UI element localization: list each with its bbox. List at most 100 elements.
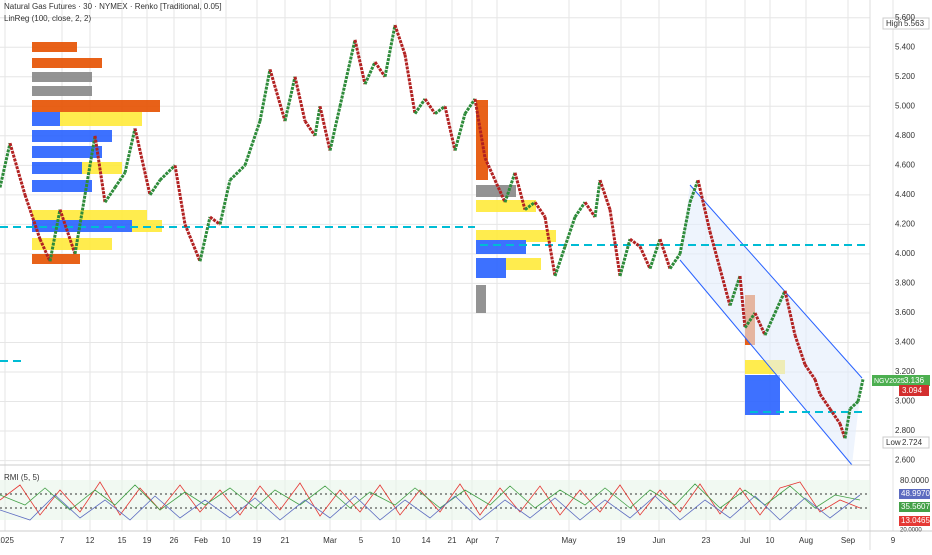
y-tick-label: 3.200: [895, 367, 916, 376]
vp-bar: [476, 230, 556, 242]
renko-run: [793, 334, 807, 366]
y-tick-label: 5.000: [895, 101, 916, 110]
renko-run: [503, 172, 517, 203]
rmi-line: [0, 494, 861, 521]
x-tick-label: Jul: [740, 536, 750, 545]
channel-fill: [680, 185, 862, 465]
renko-run: [353, 39, 367, 85]
renko-run: [103, 186, 117, 204]
symbol-label: NGV2025: [874, 378, 905, 385]
renko-run: [483, 157, 497, 181]
indicator-label: LinReg (100, close, 2, 2): [4, 14, 91, 23]
vp-bar: [745, 375, 780, 415]
rmi-line: [0, 483, 861, 511]
renko-run: [218, 179, 232, 225]
vp-bar: [32, 100, 160, 112]
renko-run: [73, 194, 87, 255]
y-tick-label: 2.800: [895, 426, 916, 435]
symbol-tag: [872, 375, 930, 386]
vp-bar: [476, 240, 526, 254]
renko-run: [773, 290, 787, 314]
x-tick-label: 9: [891, 536, 896, 545]
renko-run: [813, 378, 822, 395]
y-tick-label: 4.800: [895, 131, 916, 140]
renko-run: [383, 24, 397, 78]
renko-run: [38, 238, 52, 262]
renko-run: [0, 142, 12, 188]
renko-run: [93, 135, 107, 203]
vp-bar: [32, 58, 102, 68]
y-tick-label: 4.600: [895, 160, 916, 169]
renko-run: [608, 209, 622, 277]
renko-run: [828, 408, 842, 425]
vp-bar: [60, 112, 142, 126]
x-tick-label: 23: [702, 536, 711, 545]
renko-run: [533, 201, 547, 218]
vp-bar: [476, 200, 536, 212]
renko-run: [258, 69, 272, 122]
rmi-level-label: 80.0000: [900, 476, 929, 485]
renko-run: [843, 408, 852, 439]
renko-run: [148, 179, 162, 196]
renko-run: [638, 245, 652, 270]
renko-run: [373, 61, 387, 78]
renko-run: [443, 105, 457, 151]
renko-run: [696, 179, 712, 233]
renko-run: [763, 312, 777, 336]
rmi-tag: [899, 502, 930, 512]
renko-run: [413, 98, 427, 115]
renko-run: [583, 201, 597, 218]
vp-bar: [476, 258, 506, 278]
x-tick-label: 14: [422, 536, 431, 545]
x-tick-label: 7: [60, 536, 65, 545]
x-tick-label: 21: [281, 536, 290, 545]
y-tick-label: 2.600: [895, 456, 916, 465]
vp-bar: [476, 185, 516, 197]
vp-bar: [32, 130, 112, 142]
y-tick-label: 4.000: [895, 249, 916, 258]
vp-bar: [32, 86, 92, 96]
renko-run: [513, 172, 527, 211]
renko-run: [228, 164, 247, 182]
channel-line: [679, 259, 853, 466]
x-tick-label: 2025: [0, 536, 14, 545]
renko-run: [629, 237, 641, 248]
renko-run: [818, 393, 832, 410]
rmi-level-label: 35.5607: [901, 502, 930, 511]
vp-bar: [32, 162, 82, 174]
high-tag: [882, 17, 930, 30]
rmi-line: [0, 481, 861, 517]
vp-bar: [476, 285, 486, 313]
vp-bar: [32, 180, 92, 192]
x-tick-label: 19: [253, 536, 262, 545]
y-tick-label: 3.400: [895, 338, 916, 347]
x-tick-label: 5: [359, 536, 364, 545]
renko-run: [543, 216, 557, 277]
low-tag: [882, 436, 930, 449]
renko-run: [473, 98, 487, 159]
x-tick-label: 12: [86, 536, 95, 545]
renko-run: [48, 209, 62, 262]
high-value: 5.563: [904, 19, 925, 28]
x-tick-label: Apr: [466, 536, 479, 545]
renko-run: [83, 135, 97, 196]
renko-run: [563, 216, 577, 248]
rmi-title: RMI (5, 5): [4, 473, 40, 482]
renko-run: [668, 253, 682, 270]
renko-run: [58, 209, 77, 255]
rmi-level-label: 13.0465: [901, 516, 930, 525]
renko-run: [328, 105, 342, 151]
renko-run: [553, 246, 567, 277]
regression-channel: [679, 184, 863, 466]
x-tick-label: 10: [766, 536, 775, 545]
renko-run: [453, 113, 467, 151]
y-tick-label: 3.800: [895, 279, 916, 288]
renko-run: [856, 379, 865, 402]
renko-run: [728, 275, 742, 307]
y-tick-label: 5.400: [895, 42, 916, 51]
chart-title: Natural Gas Futures · 30 · NYMEX · Renko…: [4, 2, 222, 11]
x-tick-label: May: [561, 536, 576, 545]
renko-run: [738, 275, 747, 328]
renko-run: [434, 105, 446, 115]
